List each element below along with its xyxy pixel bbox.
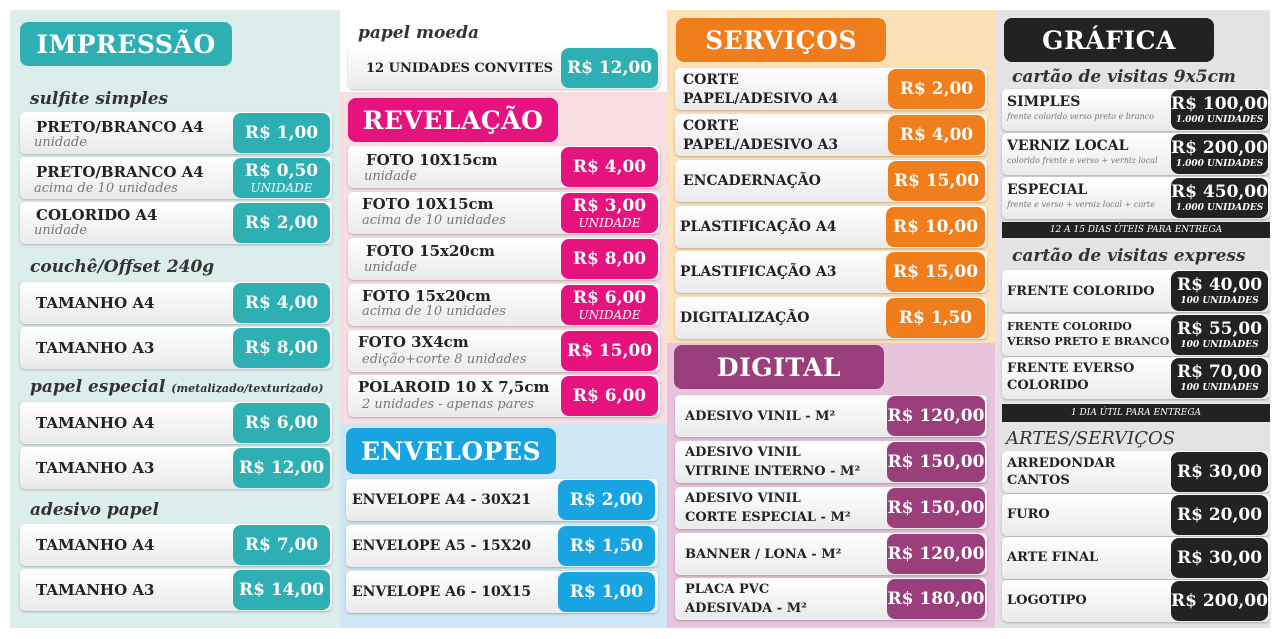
list-item: DIGITALIZAÇÃO R$ 1,50 [675, 297, 987, 339]
price-tag: R$ 4,00 [561, 147, 658, 187]
couche-label: couchê/Offset 240g [30, 257, 215, 277]
price-tag: R$ 55,00 100 UNIDADES [1171, 315, 1268, 355]
list-item: CORTE PAPEL/ADESIVO A4 R$ 2,00 [675, 68, 987, 110]
list-item: SIMPLES frente colorido verso preto e br… [1002, 89, 1270, 131]
delivery-bar: 12 A 15 DIAS ÚTEIS PARA ENTREGA [1002, 222, 1270, 238]
list-item: FOTO 3X4cm edição+corte 8 unidades R$ 15… [348, 330, 660, 372]
revelacao-title: REVELAÇÃO [348, 98, 558, 142]
price-tag: R$ 6,00 UNIDADE [561, 285, 658, 325]
list-item: FRENTE COLORIDO R$ 40,00 100 UNIDADES [1002, 270, 1270, 312]
price-tag: R$ 15,00 [888, 161, 985, 201]
price-tag: R$ 30,00 [1171, 452, 1268, 492]
envelopes-title: ENVELOPES [346, 428, 556, 474]
price-tag: R$ 1,00 [233, 113, 330, 153]
list-item: ESPECIAL frente e verso + verniz local +… [1002, 177, 1270, 219]
price-tag: R$ 150,00 [887, 488, 985, 528]
papel-especial-label: papel especial (metalizado/texturizado) [30, 377, 324, 397]
list-item: TAMANHO A3 R$ 12,00 [20, 447, 332, 489]
price-tag: R$ 200,00 [1171, 581, 1268, 621]
list-item: ADESIVO VINIL VITRINE INTERNO - M² R$ 15… [675, 441, 987, 483]
price-tag: R$ 12,00 [233, 448, 330, 488]
list-item: ENVELOPE A6 - 10X15 R$ 1,00 [346, 571, 658, 613]
price-tag: R$ 4,00 [233, 283, 330, 323]
list-item: VERNIZ LOCAL colorido frente e verso + v… [1002, 133, 1270, 175]
price-tag: R$ 12,00 [561, 48, 658, 88]
price-tag: R$ 6,00 [561, 376, 658, 416]
price-tag: R$ 30,00 [1171, 538, 1268, 578]
price-tag: R$ 15,00 [561, 331, 658, 371]
adesivo-label: adesivo papel [30, 500, 159, 520]
list-item: ENCADERNAÇÃO R$ 15,00 [675, 160, 987, 202]
price-tag: R$ 2,00 [558, 480, 655, 520]
price-tag: R$ 10,00 [886, 207, 985, 247]
list-item: FOTO 15x20cm acima de 10 unidades R$ 6,0… [348, 284, 660, 326]
list-item: FRENTE COLORIDO VERSO PRETO E BRANCO R$ … [1002, 314, 1270, 356]
list-item: TAMANHO A3 R$ 14,00 [20, 569, 332, 611]
price-tag: R$ 1,50 [558, 526, 655, 566]
price-tag: R$ 2,00 [233, 203, 330, 243]
price-tag: R$ 8,00 [561, 239, 658, 279]
sulfite-label: sulfite simples [30, 89, 169, 109]
list-item: FRENTE EVERSO COLORIDO R$ 70,00 100 UNIDA… [1002, 357, 1270, 399]
price-tag: R$ 3,00 UNIDADE [561, 193, 658, 233]
price-tag: R$ 0,50 UNIDADE [233, 158, 330, 198]
artes-label: ARTES/SERVIÇOS [1006, 428, 1176, 449]
price-tag: R$ 1,50 [886, 298, 985, 338]
list-item: ADESIVO VINIL CORTE ESPECIAL - M² R$ 150… [675, 487, 987, 529]
list-item: ARTE FINAL R$ 30,00 [1002, 537, 1270, 579]
price-tag: R$ 8,00 [233, 328, 330, 368]
list-item: PRETO/BRANCO A4 acima de 10 unidades R$ … [20, 157, 332, 199]
list-item: PLASTIFICAÇÃO A3 R$ 15,00 [675, 251, 987, 293]
price-tag: R$ 180,00 [887, 579, 985, 619]
price-tag: R$ 7,00 [233, 525, 330, 565]
list-item: PRETO/BRANCO A4 unidade R$ 1,00 [20, 112, 332, 154]
list-item: POLAROID 10 X 7,5cm 2 unidades - apenas … [348, 375, 660, 417]
list-item: FURO R$ 20,00 [1002, 494, 1270, 536]
price-tag: R$ 2,00 [888, 69, 985, 109]
price-tag: R$ 6,00 [233, 403, 330, 443]
digital-title: DIGITAL [674, 345, 884, 389]
price-tag: R$ 4,00 [888, 115, 985, 155]
list-item: ENVELOPE A4 - 30X21 R$ 2,00 [346, 479, 658, 521]
list-item: PLACA PVC ADESIVADA - M² R$ 180,00 [675, 578, 987, 620]
price-tag: R$ 100,00 1.000 UNIDADES [1171, 90, 1268, 130]
express-label: cartão de visitas express [1012, 246, 1246, 266]
price-tag: R$ 120,00 [887, 534, 985, 574]
price-tag: R$ 1,00 [558, 572, 655, 612]
list-item: PLASTIFICAÇÃO A4 R$ 10,00 [675, 206, 987, 248]
list-item: TAMANHO A4 R$ 4,00 [20, 282, 332, 324]
list-item: 12 UNIDADES CONVITES R$ 12,00 [348, 47, 660, 89]
price-tag: R$ 15,00 [886, 252, 985, 292]
price-tag: R$ 120,00 [887, 396, 985, 436]
list-item: BANNER / LONA - M² R$ 120,00 [675, 533, 987, 575]
list-item: LOGOTIPO R$ 200,00 [1002, 580, 1270, 622]
delivery-bar: 1 DIA ÚTIL PARA ENTREGA [1002, 404, 1270, 422]
servicos-title: SERVIÇOS [676, 18, 886, 62]
list-item: TAMANHO A4 R$ 6,00 [20, 402, 332, 444]
list-item: FOTO 15x20cm unidade R$ 8,00 [348, 238, 660, 280]
list-item: ARREDONDAR CANTOS R$ 30,00 [1002, 451, 1270, 493]
list-item: TAMANHO A3 R$ 8,00 [20, 327, 332, 369]
list-item: FOTO 10X15cm unidade R$ 4,00 [348, 146, 660, 188]
price-tag: R$ 450,00 1.000 UNIDADES [1171, 178, 1268, 218]
papel-moeda-label: papel moeda [358, 23, 480, 43]
price-tag: R$ 20,00 [1171, 495, 1268, 535]
price-tag: R$ 40,00 100 UNIDADES [1171, 271, 1268, 311]
list-item: FOTO 10X15cm acima de 10 unidades R$ 3,0… [348, 192, 660, 234]
grafica-title: GRÁFICA [1004, 18, 1214, 62]
price-tag: R$ 150,00 [887, 442, 985, 482]
list-item: ENVELOPE A5 - 15X20 R$ 1,50 [346, 525, 658, 567]
list-item: COLORIDO A4 unidade R$ 2,00 [20, 202, 332, 244]
list-item: TAMANHO A4 R$ 7,00 [20, 524, 332, 566]
list-item: ADESIVO VINIL - M² R$ 120,00 [675, 395, 987, 437]
list-item: CORTE PAPEL/ADESIVO A3 R$ 4,00 [675, 114, 987, 156]
price-tag: R$ 200,00 1.000 UNIDADES [1171, 134, 1268, 174]
price-tag: R$ 70,00 100 UNIDADES [1171, 358, 1268, 398]
cartao-label: cartão de visitas 9x5cm [1012, 67, 1236, 87]
price-tag: R$ 14,00 [233, 570, 330, 610]
impressao-title: IMPRESSÃO [20, 22, 232, 66]
